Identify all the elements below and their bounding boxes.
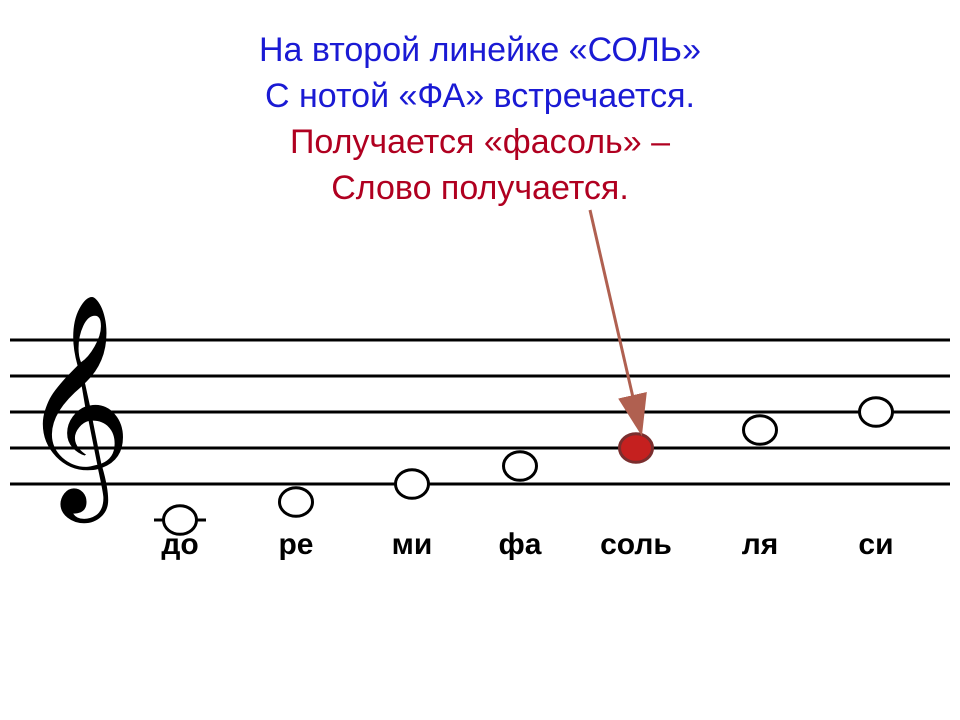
note-label-sol: соль bbox=[600, 528, 672, 561]
heading-line-3: Получается «фасоль» – bbox=[0, 120, 960, 166]
heading-line-1: На второй линейке «СОЛЬ» bbox=[0, 28, 960, 74]
note-label-fa: фа bbox=[499, 528, 542, 561]
note-label-re: ре bbox=[278, 528, 313, 561]
pointer-arrow bbox=[590, 210, 640, 428]
heading-block: На второй линейке «СОЛЬ» С нотой «ФА» вс… bbox=[0, 28, 960, 212]
note-sol bbox=[620, 434, 653, 463]
treble-clef-icon: 𝄞 bbox=[20, 297, 132, 523]
note-fa bbox=[504, 452, 537, 481]
note-mi bbox=[396, 470, 429, 499]
page-root: На второй линейке «СОЛЬ» С нотой «ФА» вс… bbox=[0, 0, 960, 720]
note-label-mi: ми bbox=[392, 528, 433, 561]
note-label-si: си bbox=[858, 528, 893, 561]
note-re bbox=[280, 488, 313, 517]
heading-line-4: Слово получается. bbox=[0, 166, 960, 212]
note-la bbox=[744, 416, 777, 445]
note-label-do: до bbox=[161, 528, 198, 561]
note-si bbox=[860, 398, 893, 427]
heading-line-2: С нотой «ФА» встречается. bbox=[0, 74, 960, 120]
staff-svg: 𝄞 до ре ми фа соль ля си bbox=[0, 300, 960, 600]
music-staff: 𝄞 до ре ми фа соль ля си bbox=[0, 300, 960, 600]
note-label-la: ля bbox=[742, 528, 779, 561]
